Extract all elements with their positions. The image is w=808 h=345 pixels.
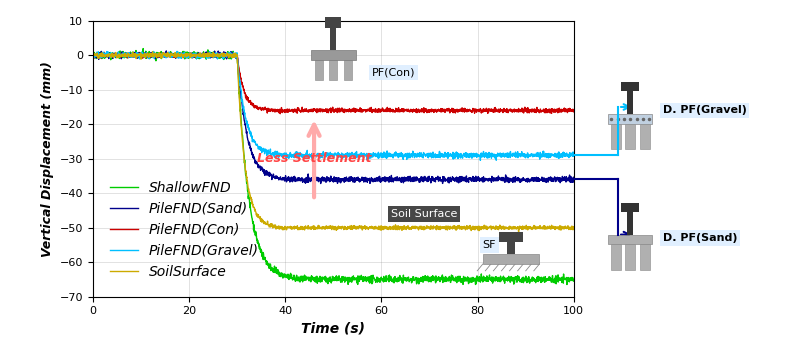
PileFND(Gravel) [476,158,486,162]
PileFND(Con) [555,108,565,112]
Bar [621,82,639,91]
Bar [611,244,621,270]
Bar [625,124,635,149]
Text: D. PF(Gravel): D. PF(Gravel) [663,106,747,115]
ShallowFND [112,54,122,58]
PileFND(Sand) [569,177,579,181]
PileFND(Con) [113,52,123,56]
PileFND(Gravel) [172,49,182,53]
Bar [621,203,639,212]
PileFND(Con) [322,110,332,114]
PileFND(Sand) [322,176,332,180]
Bar [507,240,516,254]
SoilSurface [322,224,332,228]
PileFND(Sand) [555,178,565,182]
Bar [640,124,650,149]
PileFND(Sand) [112,54,122,58]
PileFND(Sand) [555,181,565,185]
PileFND(Con) [309,108,319,112]
ShallowFND [555,278,565,282]
Bar [608,235,653,244]
PileFND(Gravel) [467,155,477,159]
Text: Less Settlement: Less Settlement [257,152,372,165]
PileFND(Gravel) [322,151,332,156]
Text: D. PF(Sand): D. PF(Sand) [663,233,737,243]
Text: SF: SF [482,240,496,250]
PileFND(Sand) [467,178,477,183]
SoilSurface [555,224,565,228]
PileFND(Con) [555,110,565,114]
Bar [311,50,356,60]
SoilSurface [514,230,524,234]
Line: ShallowFND: ShallowFND [93,49,574,285]
PileFND(Gravel) [88,55,98,59]
Bar [325,17,341,28]
PileFND(Gravel) [555,152,565,157]
Bar [330,28,336,50]
Bar [640,244,650,270]
Bar [628,91,633,114]
Bar [314,60,322,80]
Legend: ShallowFND, PileFND(Sand), PileFND(Con), PileFND(Gravel), SoilSurface: ShallowFND, PileFND(Sand), PileFND(Con),… [105,175,265,284]
SoilSurface [148,50,158,54]
ShallowFND [309,276,319,280]
PileFND(Con) [467,109,477,113]
SoilSurface [555,224,565,228]
ShallowFND [562,283,572,287]
PileFND(Gravel) [112,55,122,59]
PileFND(Con) [88,54,98,58]
ShallowFND [569,279,579,283]
PileFND(Gravel) [569,150,579,155]
ShallowFND [467,277,477,282]
Bar [499,232,524,241]
Bar [628,212,633,235]
PileFND(Sand) [162,49,171,53]
PileFND(Gravel) [309,153,319,157]
PileFND(Con) [99,50,109,55]
Bar [483,254,540,264]
SoilSurface [309,224,319,228]
SoilSurface [88,53,98,57]
ShallowFND [555,277,565,281]
Bar [611,124,621,149]
PileFND(Sand) [88,54,98,58]
SoilSurface [112,53,122,58]
Text: Soil Surface: Soil Surface [391,209,457,219]
Line: PileFND(Sand): PileFND(Sand) [93,51,574,184]
Bar [330,60,338,80]
Bar [344,60,351,80]
PileFND(Sand) [316,181,326,186]
ShallowFND [138,47,148,51]
Bar [608,114,653,124]
Line: SoilSurface: SoilSurface [93,52,574,232]
Line: PileFND(Gravel): PileFND(Gravel) [93,51,574,160]
PileFND(Con) [276,112,285,116]
Line: PileFND(Con): PileFND(Con) [93,52,574,114]
ShallowFND [88,52,98,57]
Bar [625,244,635,270]
PileFND(Gravel) [555,155,565,159]
Y-axis label: Vertical Displacement (mm): Vertical Displacement (mm) [41,61,54,257]
PileFND(Sand) [309,178,319,183]
X-axis label: Time (s): Time (s) [301,322,365,336]
SoilSurface [569,225,579,229]
Text: PF(Con): PF(Con) [372,68,415,77]
SoilSurface [467,227,477,231]
PileFND(Con) [569,110,579,114]
ShallowFND [322,278,332,283]
